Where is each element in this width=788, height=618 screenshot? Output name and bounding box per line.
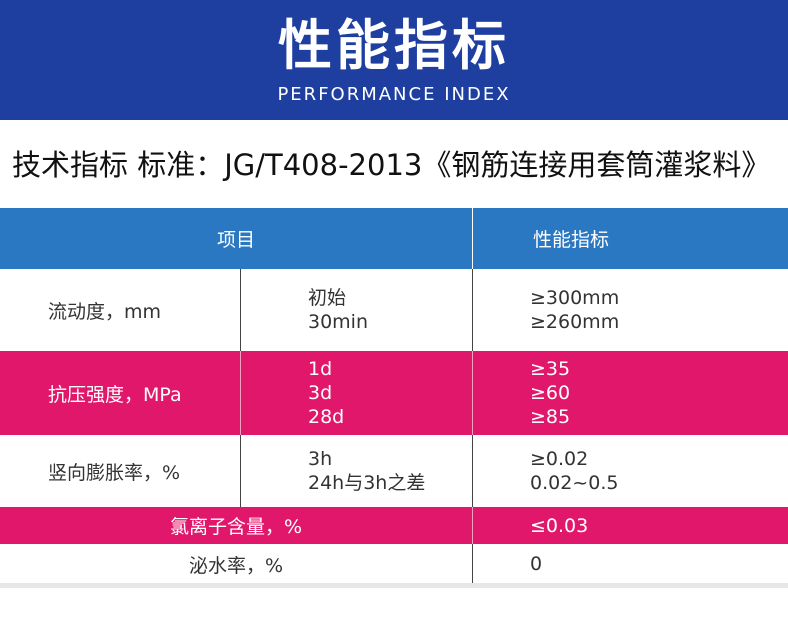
- standard-description: 技术指标 标准：JG/T408-2013《钢筋连接用套筒灌浆料》: [12, 148, 771, 182]
- row-values: ≥300mm ≥260mm: [530, 269, 780, 351]
- sub-item: 初始: [308, 287, 347, 309]
- sub-item: 30min: [308, 311, 369, 333]
- value-item: ≥260mm: [530, 311, 620, 333]
- value-item: 0.02~0.5: [530, 472, 619, 494]
- col-divider: [472, 507, 473, 544]
- row-name: 流动度，mm: [48, 300, 162, 323]
- row-sub: 初始 30min: [308, 269, 468, 351]
- table-header: 项目 性能指标: [0, 208, 788, 269]
- table-row-expansion: 竖向膨胀率，% 3h 24h与3h之差 ≥0.02 0.02~0.5: [0, 435, 788, 507]
- value-item: ≥60: [530, 382, 571, 404]
- col-divider: [472, 435, 473, 507]
- row-name: 抗压强度，MPa: [48, 383, 182, 406]
- title-banner: 性能指标 PERFORMANCE INDEX: [0, 0, 788, 120]
- page-title: 性能指标: [278, 14, 510, 77]
- row-name: 氯离子含量，%: [169, 516, 303, 538]
- value-item: ≥85: [530, 406, 571, 428]
- sub-item: 1d: [308, 358, 333, 380]
- row-values: ≥35 ≥60 ≥85: [530, 351, 780, 435]
- col-divider: [240, 435, 241, 507]
- row-name: 泌水率，%: [188, 554, 284, 577]
- row-sub: 1d 3d 28d: [308, 351, 468, 435]
- sub-item: 24h与3h之差: [308, 472, 426, 494]
- bottom-divider: [0, 583, 788, 588]
- sub-item: 3d: [308, 382, 333, 404]
- sub-item: 28d: [308, 406, 345, 428]
- table-row-bleeding: 泌水率，% 0: [0, 544, 788, 584]
- header-index: 性能指标: [533, 229, 610, 251]
- col-divider: [472, 269, 473, 351]
- page-subtitle: PERFORMANCE INDEX: [277, 84, 511, 105]
- sub-item: 3h: [308, 448, 333, 470]
- table-row-strength: 抗压强度，MPa 1d 3d 28d ≥35 ≥60 ≥85: [0, 351, 788, 435]
- value-item: ≥35: [530, 358, 571, 380]
- col-divider: [472, 544, 473, 584]
- row-sub: 3h 24h与3h之差: [308, 435, 468, 507]
- row-value: ≤0.03: [530, 514, 589, 537]
- header-item: 项目: [216, 229, 255, 251]
- header-divider: [472, 208, 473, 269]
- col-divider: [240, 351, 241, 435]
- col-divider: [240, 269, 241, 351]
- col-divider: [472, 351, 473, 435]
- table-row-chloride: 氯离子含量，% ≤0.03: [0, 507, 788, 544]
- value-item: ≥0.02: [530, 448, 589, 470]
- table-row-flow: 流动度，mm 初始 30min ≥300mm ≥260mm: [0, 269, 788, 351]
- row-values: ≥0.02 0.02~0.5: [530, 435, 780, 507]
- row-value: 0: [530, 553, 543, 575]
- value-item: ≥300mm: [530, 287, 620, 309]
- row-name: 竖向膨胀率，%: [48, 461, 181, 484]
